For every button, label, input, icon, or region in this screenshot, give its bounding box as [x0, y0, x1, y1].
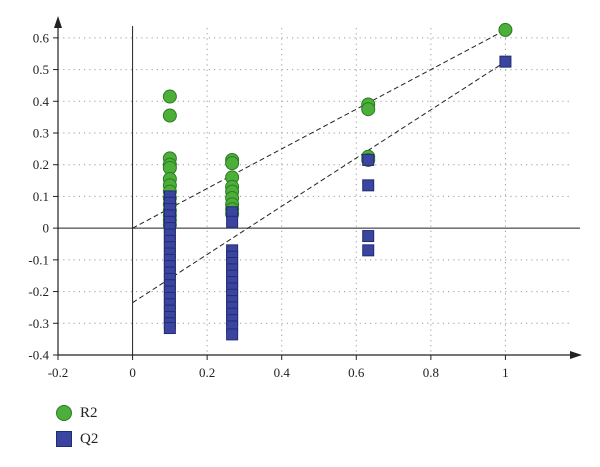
y-tick-label: 0.5 — [33, 62, 49, 77]
tick-labels: -0.2 0 0.2 0.4 0.6 0.8 1 -0.4 -0.3 -0.2 -0.1 0 0.1 0.… — [28, 30, 508, 380]
y-tick-label: -0.1 — [28, 252, 49, 267]
x-axis-arrow-icon — [570, 351, 582, 359]
point-q2 — [362, 244, 375, 257]
y-tick-label: 0.2 — [33, 157, 49, 172]
y-tick-label: -0.4 — [28, 348, 49, 363]
legend: R2 Q2 — [56, 400, 98, 452]
y-tick-label: 0.3 — [33, 126, 49, 141]
point-q2 — [499, 55, 512, 68]
point-q2 — [226, 328, 239, 341]
y-tick-label: 0.4 — [33, 94, 50, 109]
point-q2 — [362, 230, 375, 243]
grid — [57, 28, 572, 356]
y-tick-label: 0.6 — [33, 30, 50, 45]
x-tick-label: 0 — [129, 365, 136, 380]
legend-item-r2: R2 — [56, 400, 98, 426]
legend-label-q2: Q2 — [80, 430, 99, 447]
y-tick-label: -0.2 — [28, 284, 49, 299]
point-r2 — [361, 102, 376, 117]
trend-line-r2 — [132, 29, 506, 229]
x-tick-label: 0.2 — [199, 365, 215, 380]
y-tick-label: -0.3 — [28, 316, 49, 331]
y-axis-arrow-icon — [54, 16, 62, 28]
point-q2 — [362, 153, 375, 166]
square-marker-icon — [56, 431, 72, 447]
y-tick-label: 0 — [43, 221, 50, 236]
point-q2 — [226, 215, 239, 228]
point-r2 — [162, 108, 177, 123]
x-tick-label: 0.4 — [274, 365, 291, 380]
point-r2 — [162, 89, 177, 104]
point-q2 — [163, 322, 176, 335]
point-r2 — [498, 22, 513, 37]
circle-marker-icon — [56, 405, 72, 421]
point-q2 — [362, 179, 375, 192]
x-tick-label: 0.8 — [423, 365, 439, 380]
axes — [53, 16, 582, 360]
x-tick-label: -0.2 — [48, 365, 69, 380]
legend-item-q2: Q2 — [56, 426, 98, 452]
point-r2 — [225, 156, 240, 171]
trend-lines — [132, 29, 506, 304]
x-tick-label: 1 — [502, 365, 509, 380]
data-points — [162, 22, 513, 341]
legend-label-r2: R2 — [80, 404, 98, 421]
trend-line-q2 — [132, 61, 506, 304]
x-tick-label: 0.6 — [348, 365, 365, 380]
y-tick-label: 0.1 — [33, 189, 49, 204]
